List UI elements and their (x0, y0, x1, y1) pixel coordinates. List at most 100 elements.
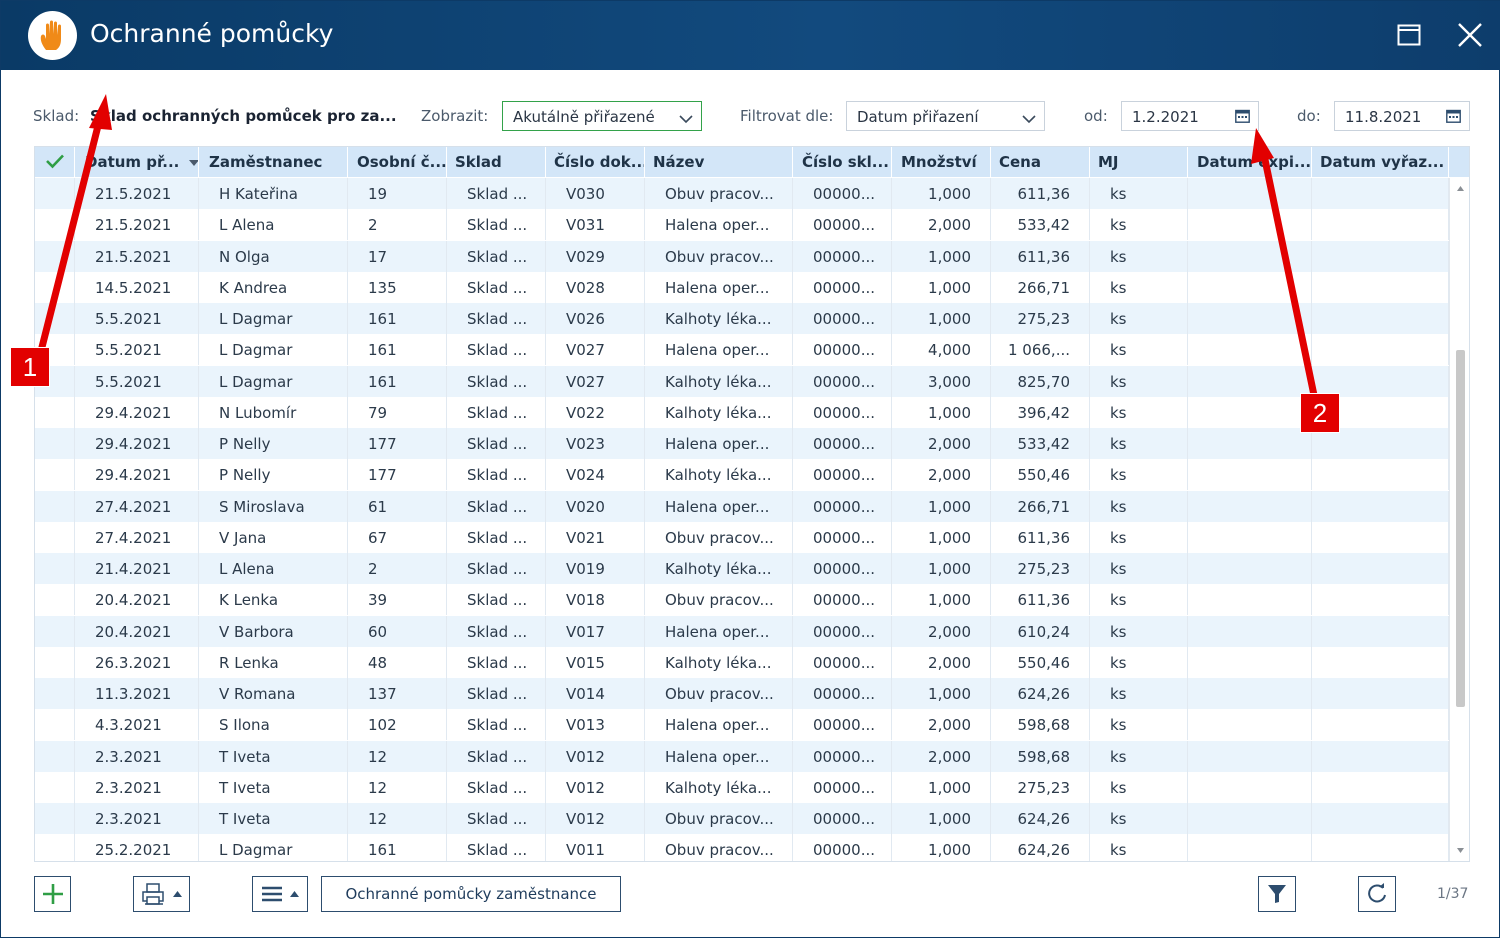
table-cell: V Jana (199, 521, 348, 553)
table-row[interactable]: 27.4.2021 S Miroslava 61 Sklad ... V020 Halen… (35, 490, 1449, 522)
select-all-checkmark-icon[interactable] (35, 147, 75, 177)
filtrovat-dropdown[interactable]: Datum přiřazení (846, 101, 1045, 131)
row-select-cell[interactable] (35, 303, 75, 334)
column-header-datum-vyrazeni[interactable]: Datum vyřaz... (1312, 147, 1449, 177)
table-row[interactable]: 20.4.2021 K Lenka 39 Sklad ... V018 Obuv prac… (35, 584, 1449, 616)
row-select-cell[interactable] (35, 709, 75, 741)
row-select-cell[interactable] (35, 240, 75, 272)
table-cell: V017 (546, 615, 645, 647)
table-row[interactable]: 21.4.2021 L Alena 2 Sklad ... V019 Kalhoty lé… (35, 553, 1449, 584)
table-row[interactable]: 21.5.2021 H Kateřina 19 Sklad ... V030 Obuv p… (35, 178, 1449, 209)
menu-button[interactable] (252, 876, 308, 912)
table-cell: 611,36 (991, 178, 1090, 209)
table-cell: 1,000 (892, 303, 991, 334)
row-select-cell[interactable] (35, 678, 75, 709)
table-cell: 533,42 (991, 209, 1090, 241)
table-cell-empty (1312, 678, 1449, 709)
zobrazit-dropdown[interactable]: Akutálně přiřazené (502, 101, 702, 131)
chevron-down-icon (1022, 110, 1036, 128)
print-menu-button[interactable] (133, 876, 190, 912)
row-select-cell[interactable] (35, 803, 75, 834)
table-row[interactable]: 25.2.2021 L Dagmar 161 Sklad ... V011 Obuv pr… (35, 834, 1449, 861)
column-header-mnozstvi[interactable]: Množství (892, 147, 991, 177)
table-cell-empty (1188, 178, 1312, 209)
row-select-cell[interactable] (35, 771, 75, 803)
column-header-sklad[interactable]: Sklad (447, 147, 546, 177)
row-select-cell[interactable] (35, 615, 75, 647)
table-cell-empty (1312, 459, 1449, 491)
row-select-cell[interactable] (35, 646, 75, 678)
table-row[interactable]: 29.4.2021 P Nelly 177 Sklad ... V023 Halena o… (35, 428, 1449, 459)
row-select-cell[interactable] (35, 428, 75, 459)
filter-button[interactable] (1258, 876, 1296, 912)
table-cell: 102 (348, 709, 447, 741)
table-cell-empty (1312, 615, 1449, 647)
calendar-icon[interactable] (1446, 109, 1461, 127)
row-select-cell[interactable] (35, 365, 75, 397)
table-row[interactable]: 21.5.2021 L Alena 2 Sklad ... V031 Halena ope… (35, 209, 1449, 241)
table-row[interactable]: 5.5.2021 L Dagmar 161 Sklad ... V026 Kalhoty … (35, 303, 1449, 334)
table-row[interactable]: 2.3.2021 T Iveta 12 Sklad ... V012 Obuv praco… (35, 803, 1449, 834)
refresh-icon (1368, 883, 1386, 903)
table-cell: L Dagmar (199, 303, 348, 334)
row-select-cell[interactable] (35, 459, 75, 491)
row-select-cell[interactable] (35, 209, 75, 241)
column-header-cislo-dokladu[interactable]: Číslo dok... (546, 147, 645, 177)
table-row[interactable]: 5.5.2021 L Dagmar 161 Sklad ... V027 Kalhoty … (35, 365, 1449, 397)
table-row[interactable]: 2.3.2021 T Iveta 12 Sklad ... V012 Kalhoty lé… (35, 771, 1449, 803)
column-header-mj[interactable]: MJ (1090, 147, 1188, 177)
column-header-nazev[interactable]: Název (645, 147, 793, 177)
table-cell-empty (1312, 834, 1449, 861)
table-cell: Sklad ... (447, 303, 546, 334)
table-cell-empty (1312, 303, 1449, 334)
row-select-cell[interactable] (35, 834, 75, 861)
table-cell: Sklad ... (447, 209, 546, 241)
table-row[interactable]: 11.3.2021 V Romana 137 Sklad ... V014 Obuv pr… (35, 678, 1449, 709)
row-select-cell[interactable] (35, 490, 75, 522)
table-cell: Halena oper... (645, 428, 793, 459)
table-row[interactable]: 5.5.2021 L Dagmar 161 Sklad ... V027 Halena o… (35, 334, 1449, 366)
column-header-zamestnanec[interactable]: Zaměstnanec (199, 147, 348, 177)
table-row[interactable]: 4.3.2021 S Ilona 102 Sklad ... V013 Halena op… (35, 709, 1449, 741)
do-date-value: 11.8.2021 (1345, 108, 1422, 126)
column-header-osobni-cislo[interactable]: Osobní č... (348, 147, 447, 177)
table-row[interactable]: 21.5.2021 N Olga 17 Sklad ... V029 Obuv praco… (35, 240, 1449, 272)
row-select-cell[interactable] (35, 178, 75, 209)
chevron-up-icon (290, 891, 299, 897)
table-cell: 1,000 (892, 271, 991, 303)
row-select-cell[interactable] (35, 271, 75, 303)
row-select-cell[interactable] (35, 396, 75, 428)
add-button[interactable] (34, 876, 71, 912)
table-cell: V023 (546, 428, 645, 459)
row-select-cell[interactable] (35, 521, 75, 553)
table-row[interactable]: 14.5.2021 K Andrea 135 Sklad ... V028 Halena … (35, 271, 1449, 303)
row-select-cell[interactable] (35, 740, 75, 772)
table-cell: 00000... (793, 490, 892, 522)
close-button[interactable] (1453, 18, 1487, 52)
table-row[interactable]: 20.4.2021 V Barbora 60 Sklad ... V017 Halena … (35, 615, 1449, 647)
do-date-field[interactable]: 11.8.2021 (1334, 101, 1470, 131)
table-row[interactable]: 29.4.2021 P Nelly 177 Sklad ... V024 Kalhoty … (35, 459, 1449, 491)
od-date-field[interactable]: 1.2.2021 (1121, 101, 1259, 131)
scroll-thumb[interactable] (1456, 350, 1465, 707)
row-select-cell[interactable] (35, 553, 75, 584)
table-cell: Kalhoty léka... (645, 303, 793, 334)
table-cell: 1,000 (892, 490, 991, 522)
vertical-scrollbar[interactable] (1449, 178, 1469, 861)
column-header-cislo-skladove-karty[interactable]: Číslo skl... (793, 147, 892, 177)
maximize-button[interactable] (1392, 18, 1426, 52)
column-header-datum[interactable]: Datum př... (75, 147, 199, 177)
column-header-cena[interactable]: Cena (991, 147, 1090, 177)
row-select-cell[interactable] (35, 584, 75, 616)
table-row[interactable]: 26.3.2021 R Lenka 48 Sklad ... V015 Kalhoty l… (35, 646, 1449, 678)
calendar-icon[interactable] (1235, 109, 1250, 127)
table-cell: ks (1090, 521, 1188, 553)
column-header-datum-expirace[interactable]: Datum expi... (1188, 147, 1312, 177)
table-row[interactable]: 2.3.2021 T Iveta 12 Sklad ... V012 Halena ope… (35, 740, 1449, 772)
table-row[interactable]: 29.4.2021 N Lubomír 79 Sklad ... V022 Kalhoty… (35, 396, 1449, 428)
refresh-button[interactable] (1358, 876, 1396, 912)
table-row[interactable]: 27.4.2021 V Jana 67 Sklad ... V021 Obuv praco… (35, 521, 1449, 553)
employee-items-button[interactable]: Ochranné pomůcky zaměstnance (321, 876, 621, 912)
table-cell: 25.2.2021 (75, 834, 199, 861)
